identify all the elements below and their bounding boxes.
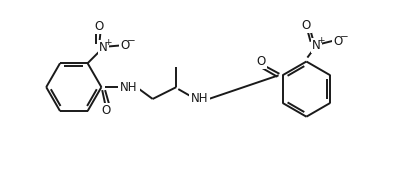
Text: O: O [333, 35, 342, 48]
Text: N: N [99, 41, 108, 54]
Text: O: O [120, 39, 130, 52]
Text: N: N [312, 39, 321, 52]
Text: O: O [302, 19, 311, 31]
Text: NH: NH [120, 81, 138, 94]
Text: O: O [256, 55, 265, 68]
Text: −: − [339, 32, 348, 42]
Text: −: − [127, 36, 135, 46]
Text: +: + [318, 36, 325, 45]
Text: NH: NH [191, 93, 209, 105]
Text: +: + [105, 38, 112, 47]
Text: O: O [95, 20, 104, 33]
Text: O: O [102, 104, 111, 117]
